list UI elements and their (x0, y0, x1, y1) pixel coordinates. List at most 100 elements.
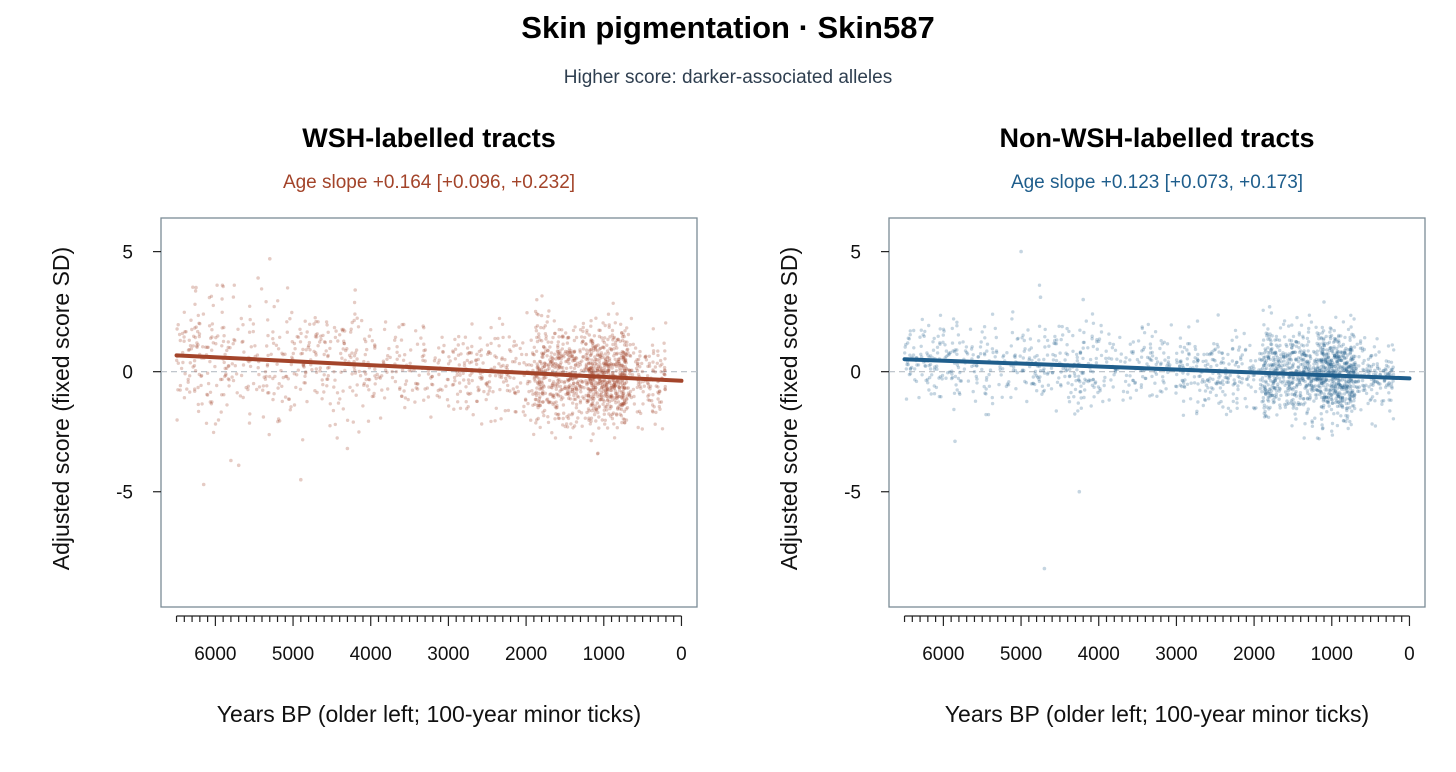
data-point (1185, 362, 1190, 367)
data-point (1310, 420, 1315, 425)
data-point (1369, 387, 1374, 392)
data-point (1269, 389, 1274, 393)
data-point (301, 364, 306, 368)
data-point (626, 391, 631, 395)
data-point (931, 348, 936, 352)
data-point (1307, 382, 1312, 386)
data-point (533, 379, 537, 383)
data-point (584, 362, 589, 366)
data-point (574, 363, 578, 367)
data-point (458, 373, 462, 377)
data-point (1068, 374, 1072, 378)
data-point (623, 364, 627, 369)
data-point (192, 359, 197, 363)
data-point (541, 355, 545, 359)
data-point (625, 406, 630, 410)
data-point (261, 415, 266, 419)
data-point (932, 336, 936, 341)
data-point (1344, 406, 1349, 411)
data-point (615, 312, 619, 316)
data-point (563, 351, 567, 355)
data-point (1349, 394, 1353, 398)
data-point (565, 352, 569, 356)
data-point (186, 377, 190, 382)
data-point (913, 367, 917, 371)
data-point (980, 367, 984, 372)
data-point (548, 361, 552, 365)
data-point (1272, 385, 1277, 390)
data-point (1093, 380, 1098, 384)
data-point (1208, 376, 1212, 380)
data-point (651, 393, 655, 397)
data-point (1326, 363, 1331, 368)
data-point (984, 378, 989, 382)
data-point (1092, 395, 1096, 399)
data-point (422, 398, 426, 402)
data-point (1218, 386, 1223, 390)
data-point (571, 377, 575, 381)
data-point (1277, 363, 1282, 367)
data-point (939, 395, 943, 399)
panel-title: Non-WSH-labelled tracts (999, 123, 1314, 153)
data-point (1252, 366, 1256, 371)
data-point (1349, 377, 1354, 381)
data-point (535, 324, 540, 328)
data-point (1329, 327, 1333, 331)
data-point (1316, 366, 1320, 371)
data-point (1262, 403, 1267, 407)
data-point (904, 367, 908, 371)
data-point (593, 380, 597, 384)
data-point (551, 335, 555, 340)
data-point (1346, 389, 1350, 393)
data-point (1277, 338, 1282, 342)
data-point (1348, 381, 1352, 385)
data-point (598, 346, 603, 350)
data-point (441, 350, 445, 354)
data-point (603, 405, 607, 409)
data-point (1131, 349, 1135, 354)
data-point (463, 335, 468, 339)
data-point (570, 412, 574, 417)
data-point (1347, 369, 1352, 373)
data-point (1192, 375, 1197, 379)
data-point (1059, 384, 1063, 388)
data-point (591, 432, 595, 436)
data-point (1181, 413, 1186, 417)
data-point (593, 345, 597, 349)
data-point (1030, 358, 1034, 363)
data-point (1296, 365, 1301, 369)
data-point (511, 387, 515, 391)
data-point (1325, 400, 1329, 404)
data-point (326, 330, 330, 334)
data-point (1076, 378, 1081, 382)
data-point (1221, 389, 1225, 394)
data-point (1141, 375, 1145, 379)
data-point (598, 354, 602, 358)
data-point (1236, 365, 1241, 369)
data-point (1320, 381, 1324, 386)
data-point (1336, 395, 1341, 399)
data-point (1042, 371, 1047, 375)
data-point (378, 376, 382, 380)
data-point (479, 348, 483, 352)
data-point (1319, 405, 1324, 409)
data-point (1353, 360, 1357, 365)
data-point (1061, 333, 1065, 337)
data-point (559, 354, 564, 358)
data-point (1334, 352, 1339, 357)
data-point (462, 361, 467, 365)
data-point (1059, 370, 1063, 374)
data-point (1297, 380, 1302, 385)
data-point (1339, 344, 1344, 348)
data-point (605, 408, 609, 412)
data-point (1174, 384, 1178, 388)
data-point (313, 316, 317, 320)
data-point (1178, 360, 1182, 364)
data-point (589, 394, 593, 399)
data-point (574, 355, 578, 360)
data-point (382, 396, 387, 400)
data-point (1286, 366, 1290, 371)
data-point (1313, 351, 1317, 355)
data-point (561, 403, 566, 407)
data-point (1341, 419, 1346, 423)
